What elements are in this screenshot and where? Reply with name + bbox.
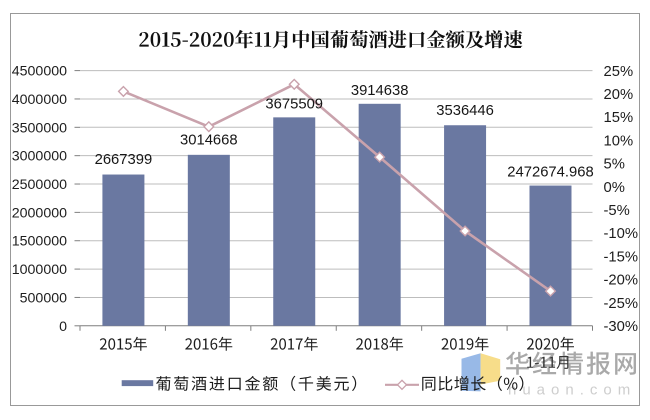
svg-text:0: 0: [59, 319, 67, 335]
svg-text:3675509: 3675509: [265, 96, 323, 112]
svg-text:-30%: -30%: [604, 319, 639, 335]
svg-text:3014668: 3014668: [180, 133, 238, 149]
svg-text:20%: 20%: [604, 87, 634, 103]
svg-text:huaon.com: huaon.com: [508, 382, 636, 399]
svg-text:-25%: -25%: [604, 296, 639, 312]
svg-text:1000000: 1000000: [12, 262, 67, 278]
svg-text:0%: 0%: [604, 180, 625, 196]
svg-text:10%: 10%: [604, 133, 634, 149]
svg-text:500000: 500000: [20, 290, 67, 306]
svg-text:3536446: 3536446: [436, 103, 494, 119]
svg-text:2000000: 2000000: [12, 205, 67, 221]
svg-text:2667399: 2667399: [95, 152, 153, 168]
svg-text:4000000: 4000000: [12, 92, 67, 108]
svg-text:3914638: 3914638: [351, 83, 409, 99]
svg-text:-10%: -10%: [604, 226, 639, 242]
svg-text:2500000: 2500000: [12, 177, 67, 193]
svg-text:-15%: -15%: [604, 249, 639, 265]
svg-text:3500000: 3500000: [12, 120, 67, 136]
svg-text:1500000: 1500000: [12, 234, 67, 250]
svg-text:-5%: -5%: [604, 203, 630, 219]
svg-text:5%: 5%: [604, 157, 625, 173]
svg-text:-20%: -20%: [604, 273, 639, 289]
svg-text:4500000: 4500000: [12, 64, 67, 80]
svg-text:15%: 15%: [604, 110, 634, 126]
svg-text:2472674.968: 2472674.968: [507, 165, 593, 181]
svg-text:25%: 25%: [604, 64, 634, 80]
svg-text:3000000: 3000000: [12, 149, 67, 165]
